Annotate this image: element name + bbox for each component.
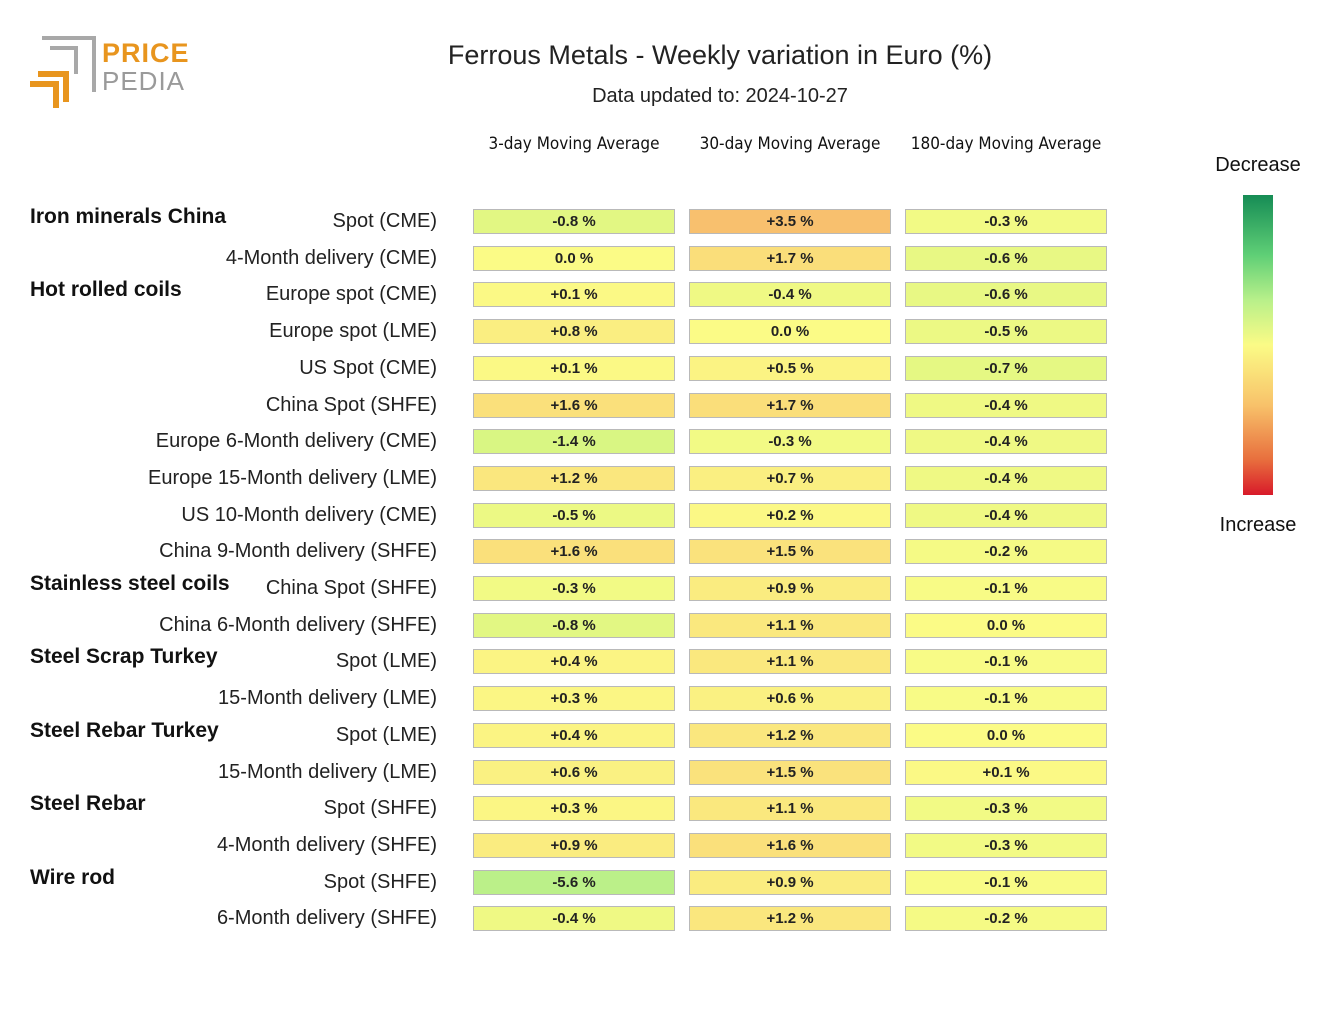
row-label: Europe spot (CME): [265, 283, 437, 306]
row-label: 4-Month delivery (SHFE): [216, 833, 437, 856]
value-cell: +1.1 %: [689, 796, 891, 822]
value-cell: +0.7 %: [689, 465, 891, 491]
value-cell: +0.6 %: [473, 759, 675, 785]
value-cell: +0.1 %: [905, 759, 1107, 785]
value-cell: +1.6 %: [473, 539, 675, 565]
value-cell: -1.4 %: [473, 429, 675, 455]
value-cell: +1.5 %: [689, 539, 891, 565]
value-cell: -0.2 %: [905, 906, 1107, 932]
value-cell: -0.1 %: [905, 869, 1107, 895]
value-cell: +1.2 %: [689, 722, 891, 748]
value-cell: +0.5 %: [689, 355, 891, 381]
value-cell: -0.1 %: [905, 686, 1107, 712]
row-label: Spot (LME): [335, 723, 437, 746]
value-cell: -0.1 %: [905, 576, 1107, 601]
value-cell: -0.6 %: [905, 245, 1107, 271]
group-label: Steel Rebar Turkey: [30, 718, 219, 742]
value-cell: +1.2 %: [689, 906, 891, 932]
color-scale-bar: [1243, 195, 1273, 495]
value-cell: +0.4 %: [473, 649, 675, 675]
value-cell: +1.7 %: [689, 245, 891, 271]
row-label: China 6-Month delivery (SHFE): [159, 613, 437, 636]
value-cell: -0.7 %: [905, 355, 1107, 381]
row-label: Europe spot (LME): [269, 320, 437, 343]
row-label: Europe 6-Month delivery (CME): [155, 430, 437, 453]
value-cell: -0.5 %: [473, 502, 675, 528]
value-cell: -0.2 %: [905, 539, 1107, 565]
value-cell: -0.3 %: [473, 576, 675, 601]
value-cell: +1.5 %: [689, 759, 891, 785]
value-cell: +1.1 %: [689, 612, 891, 638]
value-cell: +0.8 %: [473, 319, 675, 345]
value-cell: +1.2 %: [473, 465, 675, 491]
column-header-180day: 180-day Moving Average: [910, 134, 1102, 154]
value-cell: -0.8 %: [473, 612, 675, 638]
row-label: Spot (SHFE): [323, 797, 437, 820]
logo-wordmark-top: PRICE: [102, 38, 190, 68]
value-cell: -0.3 %: [905, 796, 1107, 822]
value-cell: -5.6 %: [473, 869, 675, 895]
row-label: 15-Month delivery (LME): [218, 687, 437, 710]
chart-subtitle: Data updated to: 2024-10-27: [592, 85, 848, 107]
value-cell: +1.6 %: [689, 832, 891, 858]
value-cell: +0.1 %: [473, 282, 675, 308]
value-cell: -0.4 %: [905, 502, 1107, 528]
row-label: US 10-Month delivery (CME): [181, 503, 437, 526]
chart-title: Ferrous Metals - Weekly variation in Eur…: [447, 40, 993, 70]
value-cell: -0.3 %: [905, 832, 1107, 858]
row-label: China 9-Month delivery (SHFE): [159, 540, 437, 563]
row-label: Europe 15-Month delivery (LME): [147, 466, 437, 489]
row-label: 15-Month delivery (LME): [218, 760, 437, 783]
value-cell: -0.1 %: [905, 649, 1107, 675]
value-cell: -0.4 %: [689, 282, 891, 308]
value-cell: -0.4 %: [473, 906, 675, 932]
row-label: US Spot (CME): [299, 356, 437, 379]
row-label: China Spot (SHFE): [265, 393, 437, 416]
row-label: 4-Month delivery (CME): [225, 246, 437, 269]
column-header-30day: 30-day Moving Average: [699, 134, 881, 154]
value-cell: +1.1 %: [689, 649, 891, 675]
value-cell: +0.3 %: [473, 796, 675, 822]
value-cell: 0.0 %: [905, 722, 1107, 748]
legend-decrease-label: Decrease: [1215, 154, 1301, 176]
value-cell: -0.4 %: [905, 465, 1107, 491]
logo-mark-icon: [30, 36, 96, 108]
row-label: Spot (SHFE): [323, 870, 437, 893]
pricepedia-logo: PRICE PEDIA: [28, 36, 190, 112]
group-label: Iron minerals China: [30, 205, 227, 228]
value-cell: -0.6 %: [905, 282, 1107, 308]
value-cell: -0.3 %: [905, 209, 1107, 234]
value-cell: +0.9 %: [689, 576, 891, 601]
group-label: Steel Rebar: [30, 792, 146, 816]
value-cell: +0.6 %: [689, 686, 891, 712]
value-cell: 0.0 %: [689, 319, 891, 345]
row-label: China Spot (SHFE): [265, 577, 437, 599]
value-cell: +0.9 %: [473, 832, 675, 858]
group-label: Stainless steel coils: [30, 572, 230, 595]
value-cell: -0.5 %: [905, 319, 1107, 345]
logo-wordmark-bottom: PEDIA: [102, 66, 186, 96]
group-label: Hot rolled coils: [30, 278, 182, 302]
value-cell: -0.8 %: [473, 209, 675, 234]
group-label: Steel Scrap Turkey: [30, 645, 218, 669]
row-label: 6-Month delivery (SHFE): [216, 907, 437, 930]
value-cell: 0.0 %: [905, 612, 1107, 638]
value-cell: +0.9 %: [689, 869, 891, 895]
value-cell: +0.4 %: [473, 722, 675, 748]
value-cell: -0.4 %: [905, 429, 1107, 455]
value-cell: +1.7 %: [689, 392, 891, 418]
legend-increase-label: Increase: [1219, 514, 1297, 536]
value-cell: +3.5 %: [689, 209, 891, 234]
column-header-3day: 3-day Moving Average: [488, 134, 660, 154]
value-cell: +0.1 %: [473, 355, 675, 381]
row-label: Spot (CME): [332, 210, 437, 232]
value-cell: +1.6 %: [473, 392, 675, 418]
value-cell: 0.0 %: [473, 245, 675, 271]
group-label: Wire rod: [30, 865, 115, 889]
value-cell: +0.3 %: [473, 686, 675, 712]
value-cell: +0.2 %: [689, 502, 891, 528]
value-cell: -0.3 %: [689, 429, 891, 455]
value-cell: -0.4 %: [905, 392, 1107, 418]
row-label: Spot (LME): [335, 650, 437, 673]
